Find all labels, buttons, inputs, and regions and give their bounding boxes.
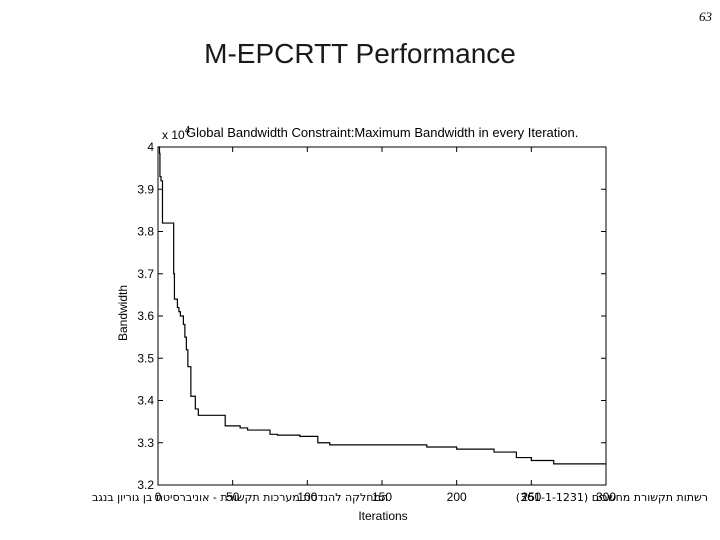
x-tick-label: 200: [447, 490, 467, 504]
y-multiplier-base: x 10: [162, 128, 185, 142]
y-multiplier-exponent: 4: [185, 125, 191, 136]
page-number: 63: [699, 9, 712, 24]
footer-course: רשתות תקשורת מחשבים (361-1-1231): [515, 491, 708, 504]
series-group: [158, 146, 606, 465]
slide-title: M-EPCRTT Performance: [204, 38, 516, 69]
y-multiplier: x 104: [162, 125, 191, 142]
y-tick-label: 3.5: [137, 351, 154, 365]
plot-area: [157, 146, 607, 486]
y-tick-label: 3.2: [137, 478, 154, 492]
x-axis-label: Iterations: [358, 509, 407, 523]
y-tick-label: 3.6: [137, 309, 154, 323]
footer-department: המחלקה להנדסת מערכות תקשורת - אוניברסיטת…: [92, 491, 389, 504]
chart-title: Global Bandwidth Constraint:Maximum Band…: [186, 125, 578, 140]
y-tick-label: 4: [147, 140, 154, 154]
y-tick-label: 3.4: [137, 394, 154, 408]
x-tick-label: 0: [155, 490, 162, 504]
x-tick-label: 150: [372, 490, 392, 504]
x-tick-label: 100: [297, 490, 317, 504]
x-tick-label: 300: [596, 490, 616, 504]
y-tick-label: 3.9: [137, 182, 154, 196]
x-tick-label: 250: [521, 490, 541, 504]
y-tick-label: 3.7: [137, 267, 154, 281]
y-tick-label: 3.8: [137, 225, 154, 239]
y-axis-label: Bandwidth: [116, 285, 130, 341]
x-tick-label: 50: [226, 490, 240, 504]
axis-ticks: 0 50 100 150 200 250 300 3.2 3.3 3.4 3.5 3.6 3.7 3.8 3…: [137, 140, 616, 504]
y-tick-label: 3.3: [137, 436, 154, 450]
bandwidth-series-line: [158, 146, 606, 465]
